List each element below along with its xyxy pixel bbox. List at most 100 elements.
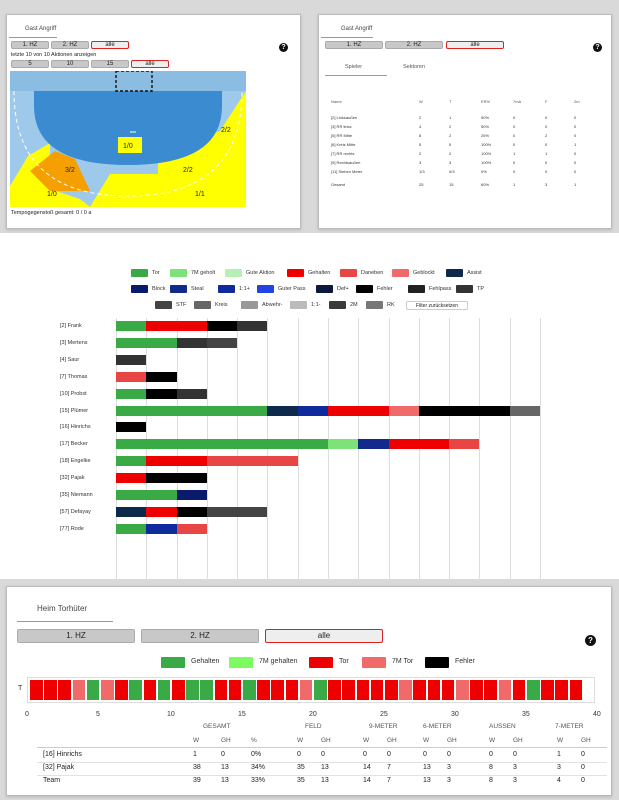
all-halves-button[interactable]: alle [265, 629, 383, 643]
timeline-shot[interactable] [172, 680, 185, 700]
legend-swatch[interactable] [170, 285, 187, 293]
timeline-shot[interactable] [385, 680, 398, 700]
legend-swatch[interactable] [446, 269, 463, 277]
timeline-shot[interactable] [399, 680, 412, 700]
bar-segment-tor[interactable] [116, 321, 147, 331]
timeline-shot[interactable] [115, 680, 128, 700]
gk-legend-swatch[interactable] [161, 657, 185, 668]
legend-swatch[interactable] [155, 301, 172, 309]
reset-filter-button[interactable]: Filter zurücksetzen [406, 301, 468, 310]
gk-legend-swatch[interactable] [362, 657, 386, 668]
bar-segment-fehler[interactable] [176, 506, 207, 517]
timeline-shot[interactable] [328, 680, 341, 700]
legend-label[interactable]: Abwehr- [262, 302, 283, 308]
bar-segment-assist[interactable] [116, 506, 147, 517]
bar-segment-daneben[interactable] [116, 371, 147, 382]
legend-label[interactable]: Guter Pass [278, 286, 306, 292]
last-all-button[interactable]: alle [131, 60, 169, 68]
timeline-shot[interactable] [257, 680, 270, 700]
all-halves-button[interactable]: alle [91, 41, 129, 49]
gast-angriff-tab[interactable]: Gast Angriff [25, 26, 57, 32]
legend-swatch[interactable] [290, 301, 307, 309]
gk-legend-swatch[interactable] [425, 657, 449, 668]
legend-label[interactable]: 1:1- [311, 302, 321, 308]
bar-segment-tp[interactable] [116, 354, 147, 365]
bar-segment-ein_plus[interactable] [146, 523, 177, 534]
half1-button[interactable]: 1. HZ [17, 629, 135, 643]
bar-segment-block[interactable] [176, 490, 207, 500]
bar-segment-gehalten[interactable] [328, 405, 389, 416]
legend-label[interactable]: Gehalten [308, 270, 331, 276]
timeline-shot[interactable] [470, 680, 483, 700]
half2-button[interactable]: 2. HZ [51, 41, 89, 49]
legend-swatch[interactable] [392, 269, 409, 277]
bar-segment-tor[interactable] [116, 456, 147, 467]
bar-segment-gehalten[interactable] [146, 506, 177, 517]
timeline-shot[interactable] [157, 680, 171, 700]
timeline-shot[interactable] [484, 680, 498, 700]
zone-label-right-mid[interactable]: 2/2 [183, 167, 193, 174]
timeline-shot[interactable] [555, 680, 569, 700]
timeline-shot[interactable] [285, 680, 299, 700]
bar-segment-steal[interactable] [358, 439, 389, 450]
bar-segment-ein_plus[interactable] [297, 405, 328, 416]
zone-label-center[interactable]: 1/0 [123, 143, 133, 150]
timeline-shot[interactable] [427, 680, 441, 700]
timeline-shot[interactable] [413, 680, 427, 700]
help-icon[interactable]: ? [279, 43, 288, 52]
legend-label[interactable]: Assist [467, 270, 482, 276]
timeline-shot[interactable] [72, 680, 86, 700]
legend-label[interactable]: Block [152, 286, 166, 292]
legend-label[interactable]: Fehlpass [429, 286, 452, 292]
legend-swatch[interactable] [366, 301, 383, 309]
half2-button[interactable]: 2. HZ [385, 41, 443, 49]
last15-button[interactable]: 15 [91, 60, 129, 68]
bar-segment-tor[interactable] [116, 405, 268, 416]
legend-swatch[interactable] [131, 269, 148, 277]
half1-button[interactable]: 1. HZ [11, 41, 49, 49]
timeline-shot[interactable] [58, 680, 72, 700]
timeline-shot[interactable] [129, 680, 143, 700]
bar-segment-fehler[interactable] [116, 422, 147, 433]
zone-label-right-outer[interactable]: 1/1 [195, 191, 205, 198]
legend-swatch[interactable] [194, 301, 211, 309]
timeline-shot[interactable] [299, 680, 313, 700]
timeline-shot[interactable] [541, 680, 554, 700]
bar-segment-stf[interactable] [206, 506, 268, 517]
bar-segment-tor[interactable] [116, 337, 177, 348]
legend-swatch[interactable] [456, 285, 473, 293]
legend-swatch[interactable] [316, 285, 333, 293]
help-icon[interactable]: ? [593, 43, 602, 52]
legend-label[interactable]: Tor [152, 270, 160, 276]
bar-segment-tp[interactable] [176, 388, 207, 399]
tab-spieler[interactable]: Spieler [345, 64, 363, 70]
timeline-shot[interactable] [101, 680, 114, 700]
bar-segment-fehler[interactable] [146, 473, 207, 484]
timeline-shot[interactable] [569, 680, 583, 700]
timeline-shot[interactable] [30, 680, 43, 700]
legend-swatch[interactable] [408, 285, 425, 293]
timeline-shot[interactable] [86, 680, 100, 700]
legend-swatch[interactable] [257, 285, 274, 293]
timeline-shot[interactable] [143, 680, 157, 700]
legend-label[interactable]: 7M geholt [191, 270, 216, 276]
timeline-shot[interactable] [200, 680, 214, 700]
gk-legend-label[interactable]: Gehalten [191, 658, 220, 665]
legend-label[interactable]: Fehler [377, 286, 393, 292]
bar-segment-gehalten[interactable] [116, 473, 147, 484]
last10-button[interactable]: 10 [51, 60, 89, 68]
bar-segment-tor[interactable] [116, 523, 147, 534]
legend-swatch[interactable] [241, 301, 258, 309]
timeline-shot[interactable] [456, 680, 469, 700]
bar-segment-fehler[interactable] [146, 388, 177, 399]
bar-segment-gehalten[interactable] [146, 456, 207, 467]
bar-segment-fehler[interactable] [146, 371, 177, 382]
zone-label-left-back[interactable]: 3/2 [65, 167, 75, 174]
legend-label[interactable]: STF [176, 302, 187, 308]
legend-label[interactable]: TP [477, 286, 485, 292]
bar-segment-gehalten[interactable] [146, 321, 207, 331]
timeline-shot[interactable] [527, 680, 540, 700]
bar-segment-tp[interactable] [237, 321, 268, 331]
timeline-shot[interactable] [356, 680, 370, 700]
bar-segment-daneben[interactable] [449, 439, 480, 450]
